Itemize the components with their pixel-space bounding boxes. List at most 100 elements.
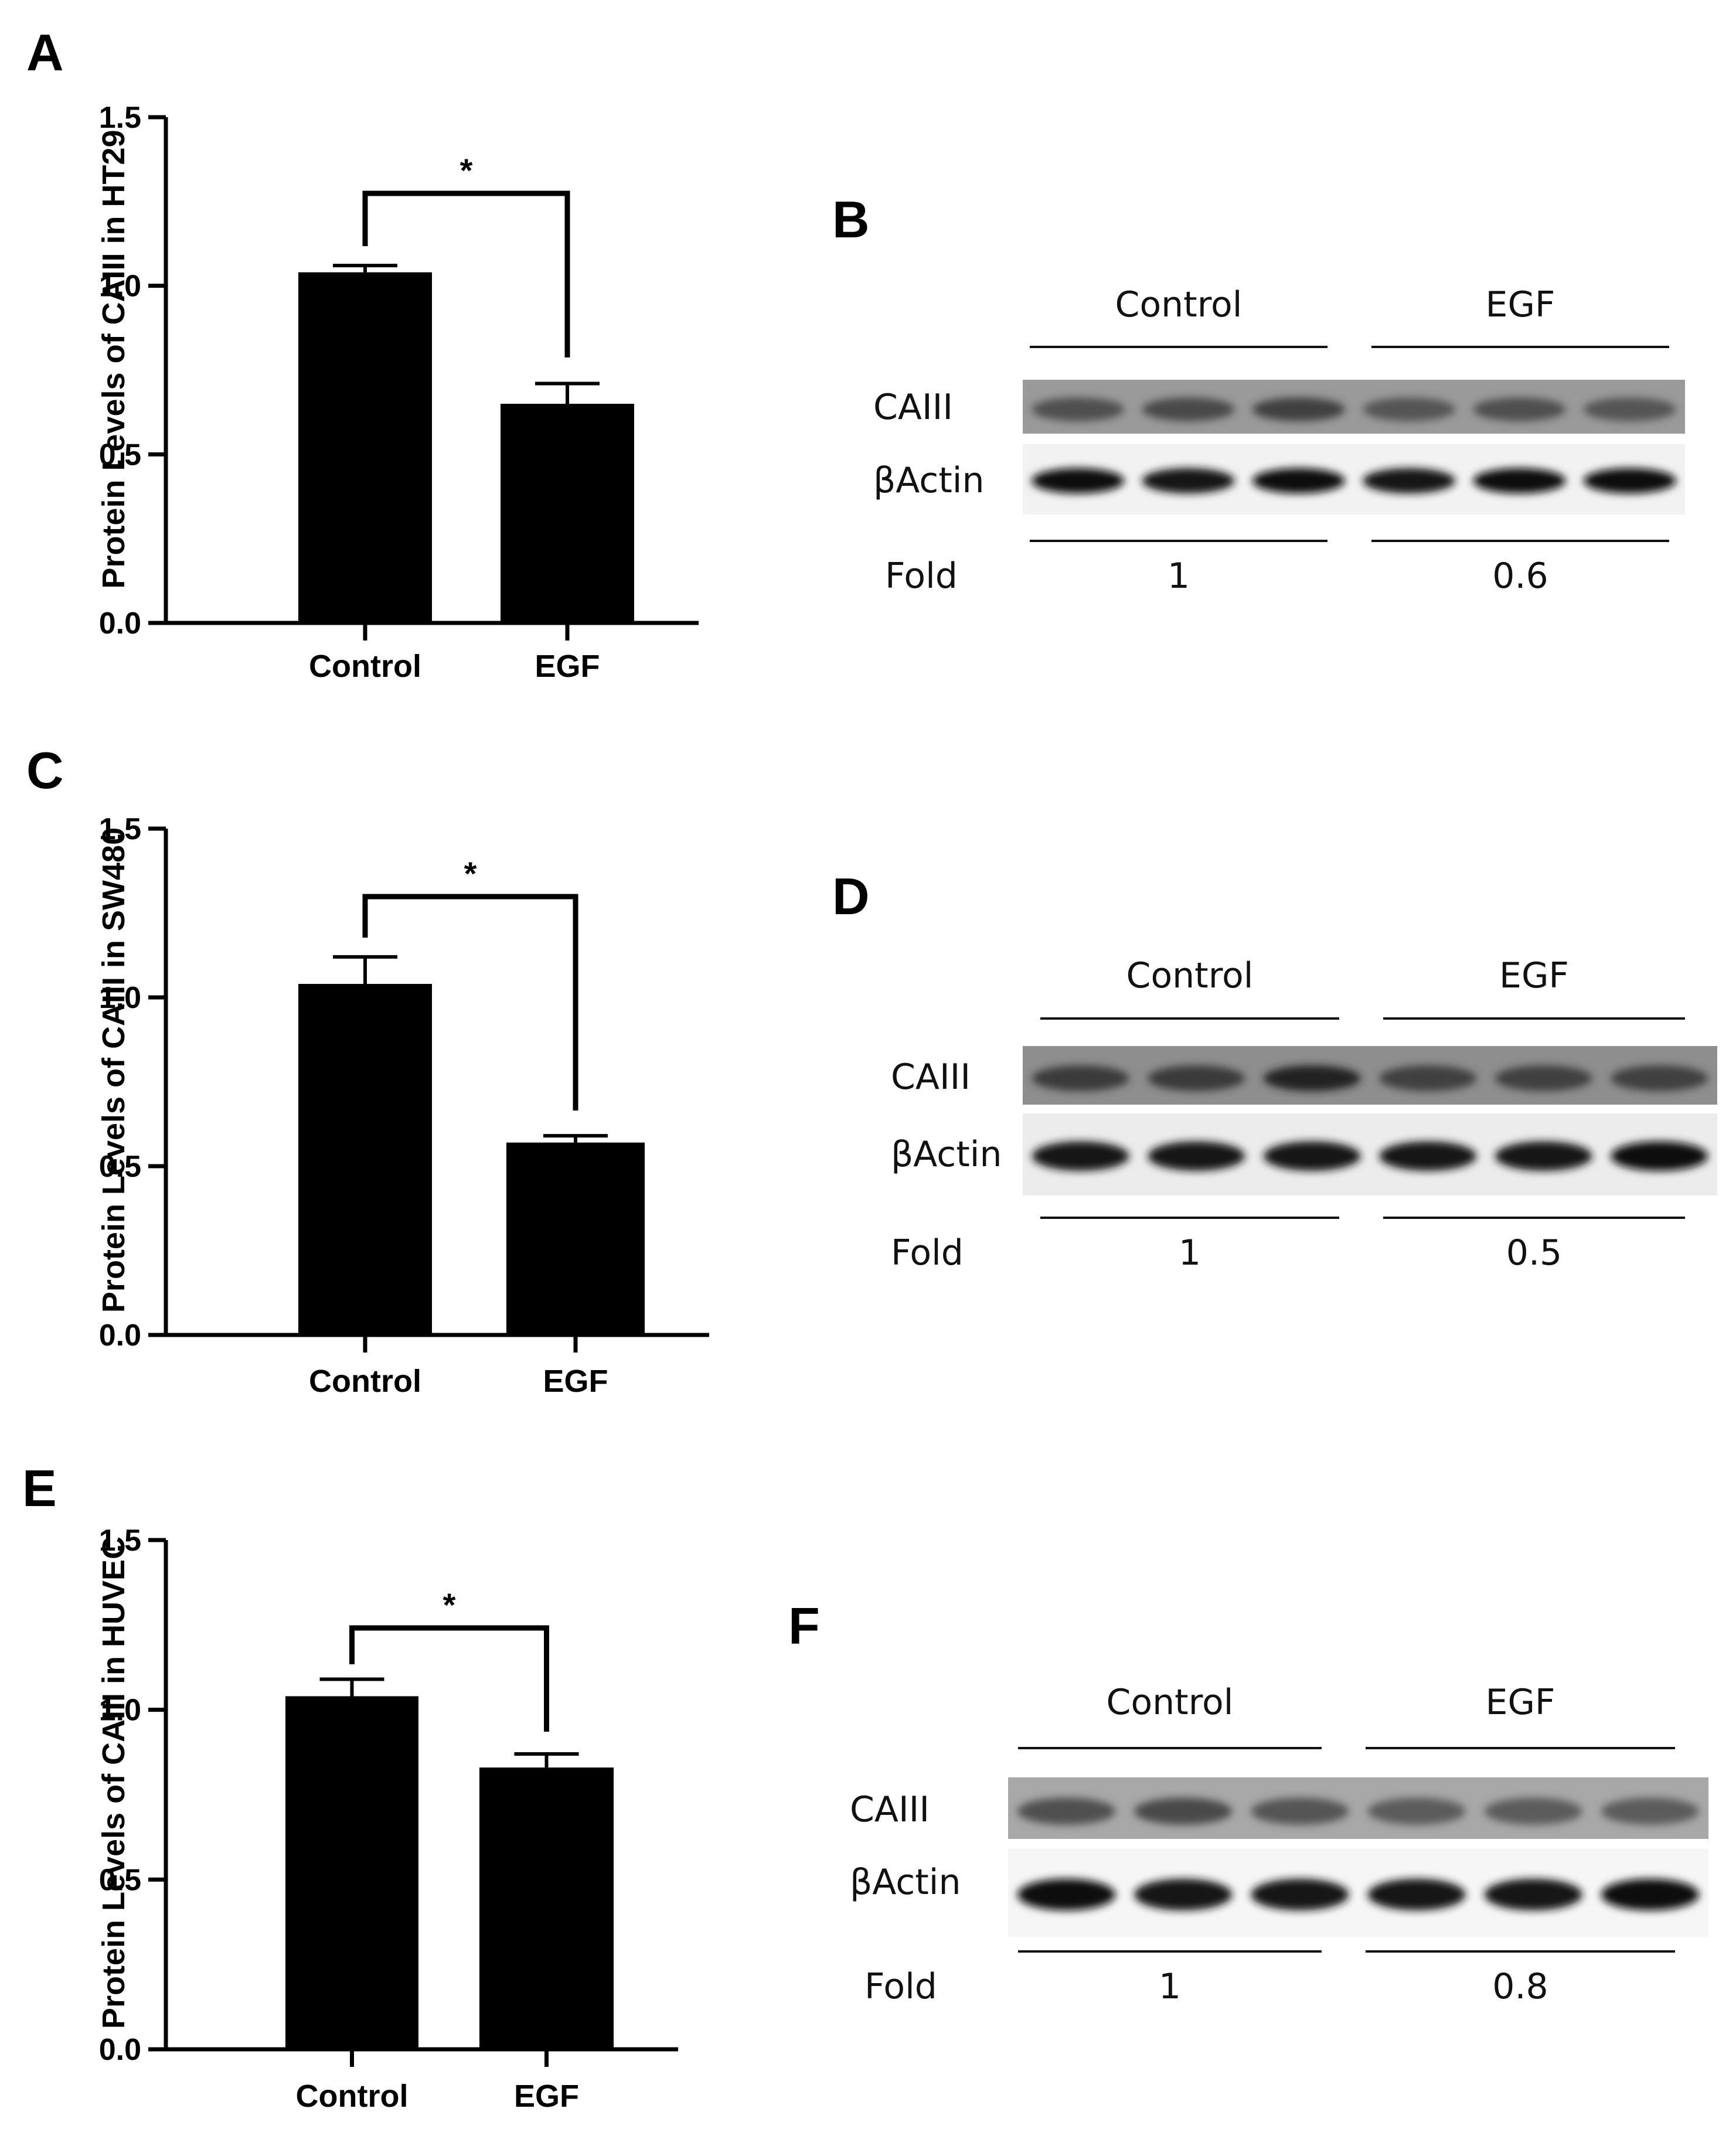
x-tick-label: EGF — [535, 649, 600, 684]
y-axis-title: Protein Levels of CAIII in HT29 — [96, 130, 131, 588]
fold-value: 1 — [1179, 1232, 1201, 1273]
x-tick-label: Control — [309, 1364, 421, 1399]
actin-band — [1363, 468, 1456, 494]
group-label-control: Control — [1115, 284, 1243, 325]
y-tick-label: 0.5 — [99, 438, 141, 472]
x-tick-label: EGF — [543, 1364, 608, 1399]
bar-egf — [501, 404, 634, 623]
panel-label-a: A — [26, 23, 64, 81]
actin-band — [1473, 468, 1566, 494]
bar-egf — [506, 1142, 645, 1335]
panel-label-c: C — [26, 741, 64, 799]
actin-band — [1017, 1879, 1116, 1910]
actin-band — [1379, 1141, 1477, 1171]
caiii-band — [1032, 1065, 1129, 1091]
actin-band — [1495, 1141, 1592, 1171]
y-tick-label: 1.0 — [99, 270, 141, 304]
group-label-control: Control — [1107, 1682, 1234, 1723]
y-axis-title: Protein Levels of CAIII in HUVEC — [96, 1537, 131, 2029]
caiii-band — [1017, 1797, 1116, 1825]
fold-label: Fold — [891, 1232, 964, 1273]
y-tick-label: 1.5 — [99, 101, 141, 135]
y-tick-label: 1.0 — [99, 981, 141, 1015]
western-blots: Control 1 EGF 0.6 CAIII βActin Fold Control 1 EGF… — [850, 284, 1717, 2007]
y-tick-label: 0.5 — [99, 1150, 141, 1184]
panel-label-f: F — [788, 1597, 820, 1655]
caiii-band — [1252, 397, 1345, 421]
actin-blot-strip — [1023, 444, 1685, 515]
group-label-egf: EGF — [1499, 955, 1569, 996]
fold-label: Fold — [864, 1966, 937, 2007]
blot-f: Control 1 EGF 0.8 CAIII βActin Fold — [850, 1682, 1708, 2007]
caiii-band — [1484, 1797, 1582, 1825]
caiii-blot-strip — [1023, 1046, 1717, 1105]
caiii-band — [1583, 397, 1676, 421]
actin-band — [1252, 468, 1345, 494]
actin-band — [1032, 468, 1125, 494]
significance-bracket — [349, 1625, 549, 1732]
bar-control — [298, 272, 432, 623]
significance-bracket — [362, 190, 570, 357]
significance-bracket — [362, 894, 578, 1111]
x-tick-label: Control — [296, 2079, 409, 2114]
caiii-blot-strip — [1023, 380, 1685, 434]
caiii-band — [1601, 1797, 1700, 1825]
row-label-actin: βActin — [891, 1134, 1002, 1175]
y-tick-label: 0.5 — [99, 1863, 141, 1897]
actin-band — [1142, 468, 1235, 494]
caiii-band — [1134, 1797, 1233, 1825]
blot-b: Control 1 EGF 0.6 CAIII βActin Fold — [873, 284, 1685, 597]
caiii-band — [1363, 397, 1456, 421]
actin-band — [1263, 1141, 1361, 1171]
fold-label: Fold — [885, 556, 958, 597]
y-axis-title: Protein Levels of CAIII in SW480 — [96, 827, 131, 1313]
fold-value: 0.8 — [1492, 1966, 1548, 2007]
y-tick-label: 0.0 — [99, 1319, 141, 1353]
panel-label-d: D — [832, 867, 870, 925]
actin-band — [1251, 1879, 1349, 1910]
fold-value: 0.6 — [1492, 556, 1548, 597]
actin-band — [1611, 1141, 1708, 1171]
actin-band — [1148, 1141, 1245, 1171]
bar-egf — [479, 1767, 614, 2049]
row-label-caiii: CAIII — [873, 387, 953, 428]
y-tick-label: 0.0 — [99, 607, 141, 641]
actin-blot-strip — [1023, 1113, 1717, 1195]
actin-band — [1032, 1141, 1129, 1171]
significance-star: * — [464, 855, 477, 892]
caiii-band — [1367, 1797, 1466, 1825]
actin-band — [1367, 1879, 1466, 1910]
caiii-band — [1142, 397, 1235, 421]
caiii-band — [1148, 1065, 1245, 1091]
fold-value: 0.5 — [1506, 1232, 1562, 1273]
x-tick-label: EGF — [514, 2079, 579, 2114]
panel-label-b: B — [832, 190, 870, 248]
significance-star: * — [443, 1586, 456, 1623]
x-tick-label: Control — [309, 649, 421, 684]
fold-value: 1 — [1159, 1966, 1181, 2007]
row-label-actin: βActin — [850, 1862, 961, 1903]
caiii-band — [1251, 1797, 1349, 1825]
y-tick-label: 1.5 — [99, 1524, 141, 1558]
caiii-band — [1263, 1065, 1361, 1091]
group-label-egf: EGF — [1486, 1682, 1555, 1723]
bar-control — [298, 983, 432, 1335]
caiii-band — [1473, 397, 1566, 421]
group-label-egf: EGF — [1486, 284, 1555, 325]
caiii-band — [1032, 397, 1125, 421]
row-label-actin: βActin — [873, 460, 985, 501]
row-label-caiii: CAIII — [850, 1789, 930, 1830]
row-label-caiii: CAIII — [891, 1057, 971, 1098]
y-tick-label: 0.0 — [99, 2033, 141, 2067]
actin-band — [1583, 468, 1676, 494]
actin-band — [1601, 1879, 1700, 1910]
caiii-band — [1495, 1065, 1592, 1091]
fold-value: 1 — [1167, 556, 1190, 597]
y-tick-label: 1.5 — [99, 812, 141, 846]
y-tick-label: 1.0 — [99, 1694, 141, 1728]
